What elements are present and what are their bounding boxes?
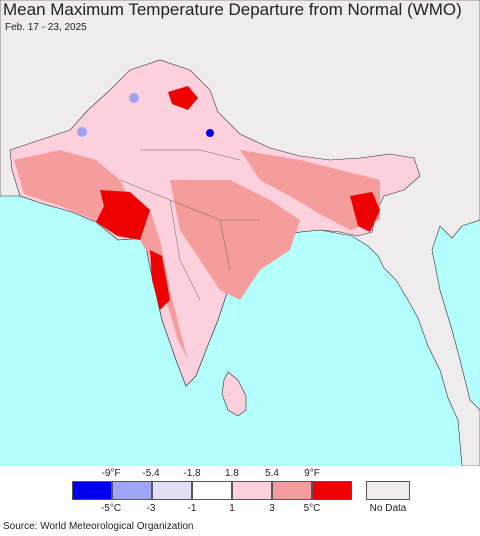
legend-no-data-label: No Data xyxy=(369,503,407,514)
warm-anomaly-central xyxy=(170,180,300,300)
date-range: Feb. 17 - 23, 2025 xyxy=(5,22,87,33)
source-credit: Source: World Meteorological Organizatio… xyxy=(3,521,194,532)
legend-swatch xyxy=(272,481,312,500)
hot-anomaly-westcoast xyxy=(150,250,170,310)
sri-lanka xyxy=(221,371,247,417)
legend-c-tick: -5°C xyxy=(100,503,122,514)
legend-c-tick: -3 xyxy=(146,503,156,514)
state-borders xyxy=(119,149,260,301)
warm-anomaly-west xyxy=(14,150,188,360)
legend-f-tick: 9°F xyxy=(304,468,320,479)
legend-c-tick: 3 xyxy=(269,503,275,514)
legend-c-tick: 5°C xyxy=(303,503,321,514)
legend-swatch xyxy=(192,481,232,500)
temperature-map xyxy=(0,0,480,466)
cold-anomaly-spot xyxy=(206,129,214,137)
warm-anomaly-northeast xyxy=(240,150,380,230)
legend-no-data-swatch xyxy=(366,481,410,500)
legend-c-tick: -1 xyxy=(187,503,197,514)
legend-swatch xyxy=(312,481,352,500)
page-title: Mean Maximum Temperature Departure from … xyxy=(3,0,462,19)
cool-anomaly-spot xyxy=(129,93,139,103)
hot-anomaly-kashmir xyxy=(168,86,198,110)
legend-c-tick: 1 xyxy=(229,503,235,514)
legend-f-tick: -9°F xyxy=(101,468,121,479)
legend-f-tick: -5.4 xyxy=(142,468,160,479)
legend-swatch xyxy=(112,481,152,500)
cool-anomaly-spot xyxy=(77,127,87,137)
legend-swatch xyxy=(72,481,112,500)
legend-swatch xyxy=(152,481,192,500)
legend-f-tick: 5.4 xyxy=(265,468,279,479)
legend-swatch xyxy=(232,481,272,500)
hot-anomaly-bangladesh xyxy=(350,192,380,232)
hot-anomaly-gujarat xyxy=(96,190,150,240)
legend-f-tick: 1.8 xyxy=(225,468,239,479)
legend-f-tick: -1.8 xyxy=(183,468,201,479)
